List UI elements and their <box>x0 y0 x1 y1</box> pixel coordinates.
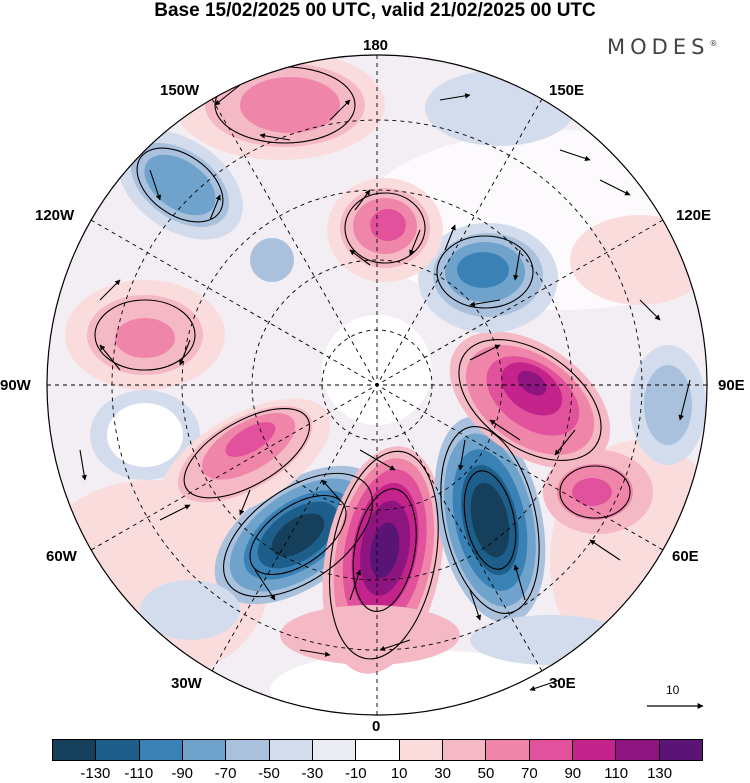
colorbar-tick-label: 50 <box>477 765 495 782</box>
colorbar-tick-label: 110 <box>604 765 629 782</box>
colorbar-swatch <box>312 740 357 760</box>
colorbar-swatch <box>182 740 227 760</box>
lon-label-180: 180 <box>363 37 389 54</box>
colorbar-tick-label: -70 <box>214 765 237 782</box>
map-title: Base 15/02/2025 00 UTC, valid 21/02/2025… <box>154 0 596 21</box>
colorbar-swatch <box>572 740 617 760</box>
lon-label-90e: 90E <box>718 377 745 394</box>
colorbar-tick-label: 30 <box>434 765 451 782</box>
anomaly-center-pos-60e <box>543 450 653 534</box>
colorbar-swatch <box>399 740 443 760</box>
lon-label-150e: 150E <box>549 82 585 99</box>
wind-scale-label: 10 <box>666 683 680 697</box>
anomaly-center-pos-80e <box>449 331 611 469</box>
lon-label-60e: 60E <box>672 548 699 565</box>
lon-label-150w: 150W <box>160 82 200 99</box>
registered-mark: ® <box>709 39 718 48</box>
colorbar-swatch <box>53 740 97 760</box>
colorbar-tick-label: -110 <box>124 765 154 782</box>
contours <box>94 66 631 660</box>
colorbar-tick-label: -90 <box>171 765 194 782</box>
anomaly-center-pos-100w <box>65 280 225 390</box>
meridians <box>47 55 707 715</box>
colorbar-tick-label: 130 <box>647 765 673 782</box>
colorbar-swatch <box>269 740 313 760</box>
lon-label-120w: 120W <box>35 207 75 224</box>
lon-label-0: 0 <box>372 718 381 735</box>
colorbar-tick-label: -30 <box>301 765 324 782</box>
colorbar-swatch <box>616 740 660 760</box>
lon-label-60w: 60W <box>46 548 77 565</box>
colorbar-swatch <box>96 740 140 760</box>
anomaly-center-pos-150w <box>175 55 385 160</box>
anomaly-center-pos-70w <box>159 398 331 522</box>
anomaly-center-pos-180 <box>327 178 443 282</box>
colorbar-tick-label: -50 <box>258 765 280 782</box>
lon-label-30e: 30E <box>549 675 576 692</box>
colorbar-swatch <box>139 740 183 760</box>
polar-map <box>46 54 708 716</box>
colorbar-swatch <box>356 740 400 760</box>
colorbar-swatch <box>529 740 573 760</box>
colorbar-tick-label: 10 <box>390 765 408 782</box>
colorbar-tick-label: 90 <box>564 765 582 782</box>
map-border <box>46 54 708 716</box>
lon-label-90w: 90W <box>0 377 31 394</box>
colorbar-tick-label: 70 <box>521 765 538 782</box>
colorbar <box>52 739 703 761</box>
modes-logo: MODES® <box>607 35 717 59</box>
colorbar-swatch <box>486 740 530 760</box>
colorbar-tick-label: -130 <box>80 765 111 782</box>
colorbar-swatch <box>226 740 270 760</box>
colorbar-swatch <box>659 740 702 760</box>
anomaly-center-pos-5w <box>322 446 444 674</box>
brand-text: MODES <box>607 35 710 59</box>
lon-label-30w: 30W <box>171 675 202 692</box>
anomaly-center-neg-130w <box>117 130 243 240</box>
wind-vectors <box>79 84 691 692</box>
lon-label-120e: 120E <box>676 207 712 224</box>
colorbar-tick-label: -10 <box>344 765 367 782</box>
colorbar-swatch <box>442 740 487 760</box>
